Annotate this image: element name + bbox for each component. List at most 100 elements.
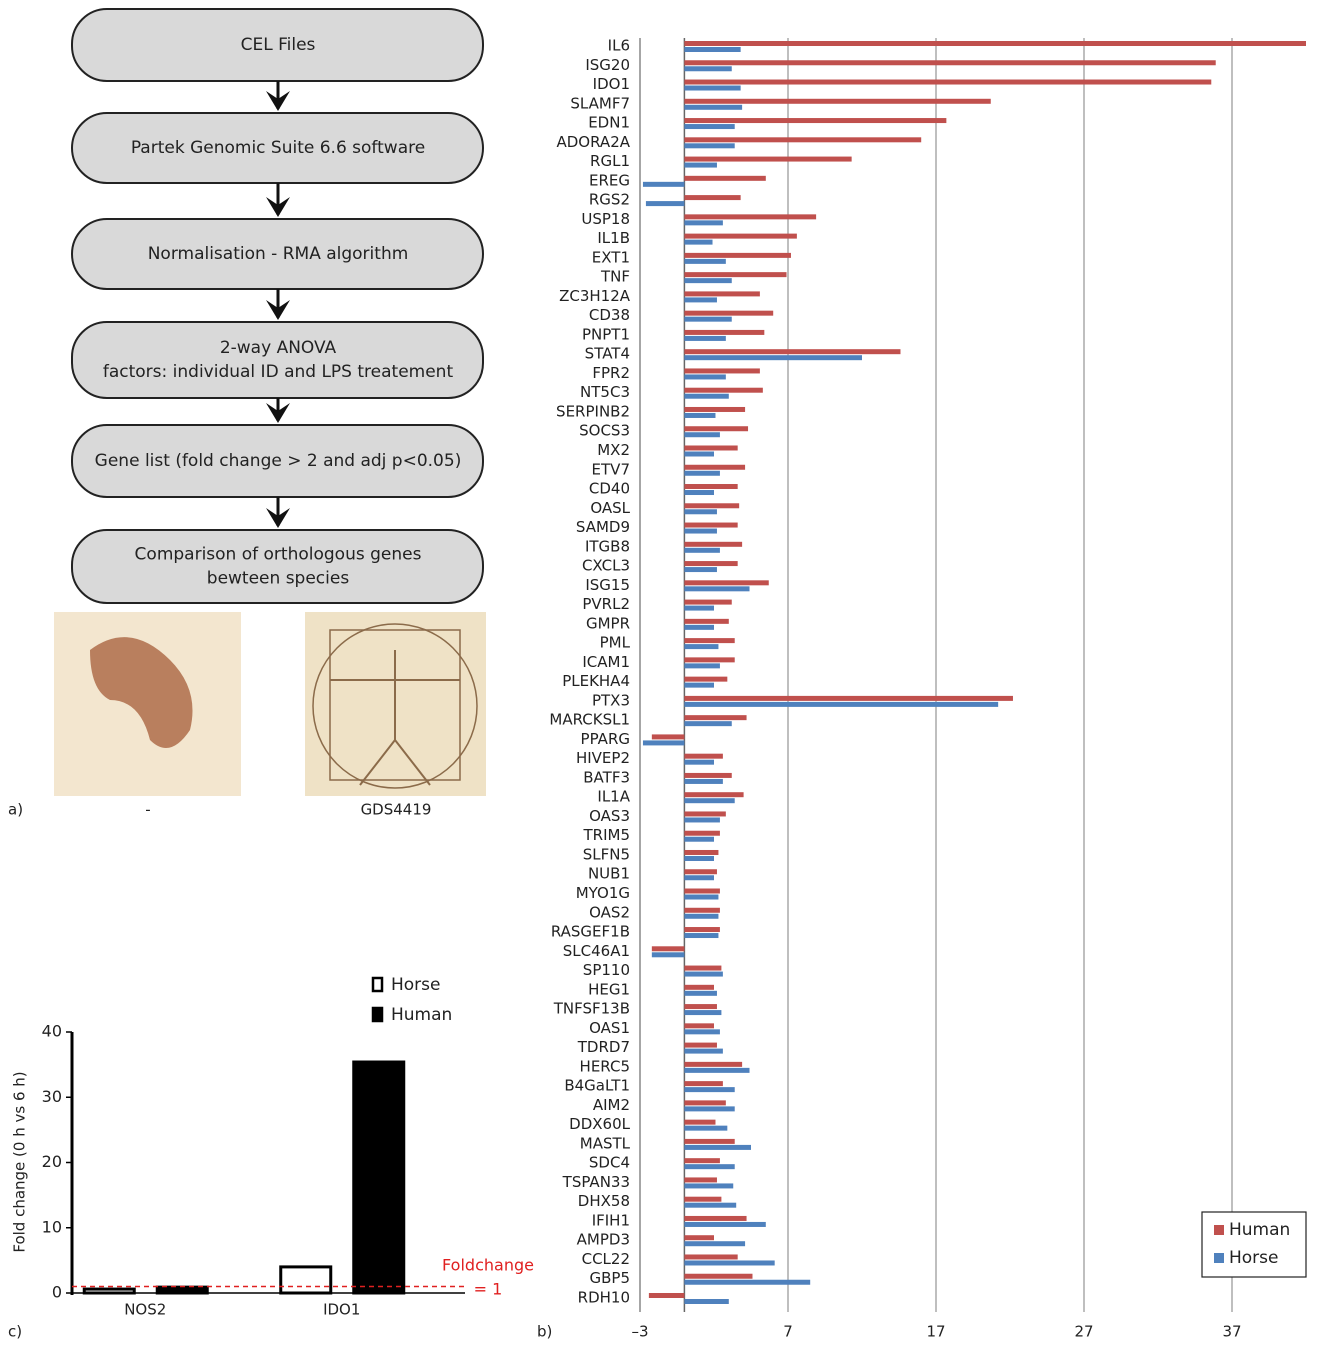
bar xyxy=(684,927,720,933)
bar xyxy=(684,869,717,875)
bar xyxy=(684,1100,726,1106)
bar xyxy=(684,1010,722,1016)
bar xyxy=(684,464,746,470)
y-tick-label: SAMD9 xyxy=(576,518,630,536)
y-tick-label: SDC4 xyxy=(589,1154,630,1172)
bar xyxy=(684,1241,746,1247)
legend-label: Horse xyxy=(1229,1248,1279,1268)
bar xyxy=(684,484,738,490)
flow-arrowhead xyxy=(266,300,290,320)
bar xyxy=(684,836,714,842)
y-tick-label: RGS2 xyxy=(589,191,630,209)
bar xyxy=(684,1125,728,1131)
bar xyxy=(684,1048,723,1054)
bar xyxy=(684,503,740,509)
bar xyxy=(684,1061,743,1067)
y-tick-label: MX2 xyxy=(597,441,630,459)
bar xyxy=(684,792,744,798)
bar xyxy=(684,104,743,110)
bar xyxy=(684,162,717,168)
bar xyxy=(684,913,719,919)
bar xyxy=(684,1183,734,1189)
y-tick-label: IL1B xyxy=(597,229,630,247)
y-tick-label: RDH10 xyxy=(578,1289,630,1307)
bar xyxy=(684,310,774,316)
y-tick-label: ISG20 xyxy=(585,56,630,74)
bar xyxy=(684,393,729,399)
panel-label: a) xyxy=(8,801,23,819)
y-tick-label: PVRL2 xyxy=(582,595,630,613)
y-tick-label: TNFSF13B xyxy=(553,1000,630,1018)
bar xyxy=(684,406,746,412)
x-tick-label: IDO1 xyxy=(323,1301,360,1319)
bar xyxy=(684,657,735,663)
bar xyxy=(684,233,797,239)
y-tick-label: NT5C3 xyxy=(580,383,630,401)
bar xyxy=(684,445,738,451)
y-tick-label: STAT4 xyxy=(585,345,630,363)
bar xyxy=(684,374,726,380)
bar xyxy=(684,291,760,297)
bar xyxy=(684,41,1306,46)
legend-swatch xyxy=(1214,1253,1224,1263)
flow-text: factors: individual ID and LPS treatemen… xyxy=(103,362,454,382)
bar xyxy=(684,894,719,900)
bar xyxy=(651,952,685,958)
vitruvian-figure xyxy=(330,650,460,786)
bar xyxy=(684,618,729,624)
bar xyxy=(684,971,723,977)
bar xyxy=(684,98,991,104)
bar xyxy=(684,605,714,611)
x-tick-label: NOS2 xyxy=(124,1301,166,1319)
bar xyxy=(684,1202,737,1208)
y-tick-label: B4GaLT1 xyxy=(564,1077,630,1095)
bar xyxy=(684,1138,735,1144)
y-tick-label: IL6 xyxy=(608,37,630,55)
bar xyxy=(684,849,719,855)
bar xyxy=(684,830,720,836)
bar xyxy=(684,214,817,220)
threshold-label: Foldchange xyxy=(442,1256,534,1275)
flow-arrowhead xyxy=(266,91,290,111)
flow-arrowhead xyxy=(266,197,290,217)
bar xyxy=(684,772,732,778)
bar xyxy=(684,1221,766,1227)
bar xyxy=(684,778,723,784)
flow-arrowhead xyxy=(266,403,290,423)
flow-text: Normalisation - RMA algorithm xyxy=(148,244,409,264)
bar xyxy=(684,1087,735,1093)
bar xyxy=(684,682,714,688)
y-tick-label: 20 xyxy=(42,1152,62,1171)
bar xyxy=(684,470,720,476)
y-tick-label: 10 xyxy=(42,1217,62,1236)
y-tick-label: MARCKSL1 xyxy=(549,711,630,729)
bar xyxy=(684,888,720,894)
y-tick-label: OAS2 xyxy=(589,903,630,921)
bar xyxy=(684,335,726,341)
y-tick-label: GBP5 xyxy=(589,1269,630,1287)
bar xyxy=(684,721,732,727)
bar xyxy=(684,1106,735,1112)
y-tick-label: SLAMF7 xyxy=(570,94,630,112)
y-tick-label: TRIM5 xyxy=(583,826,631,844)
bar xyxy=(684,60,1216,66)
bar xyxy=(684,907,720,913)
y-tick-label: IL1A xyxy=(597,788,630,806)
y-tick-label: RASGEF1B xyxy=(551,923,630,941)
bar xyxy=(684,817,720,823)
horse-sketch xyxy=(90,637,193,748)
bar xyxy=(684,258,726,264)
y-tick-label: ICAM1 xyxy=(582,653,630,671)
bar xyxy=(684,1196,722,1202)
bar xyxy=(684,490,714,496)
image-caption: GDS4419 xyxy=(361,801,432,819)
flow-arrowhead xyxy=(266,508,290,528)
bar xyxy=(684,143,735,149)
y-tick-label: AIM2 xyxy=(593,1096,630,1114)
images xyxy=(54,612,486,796)
bar xyxy=(651,734,685,740)
y-tick-label: HERC5 xyxy=(580,1057,630,1075)
bar xyxy=(684,1029,720,1035)
y-tick-label: SLC46A1 xyxy=(563,942,630,960)
y-tick-label: SERPINB2 xyxy=(556,402,630,420)
